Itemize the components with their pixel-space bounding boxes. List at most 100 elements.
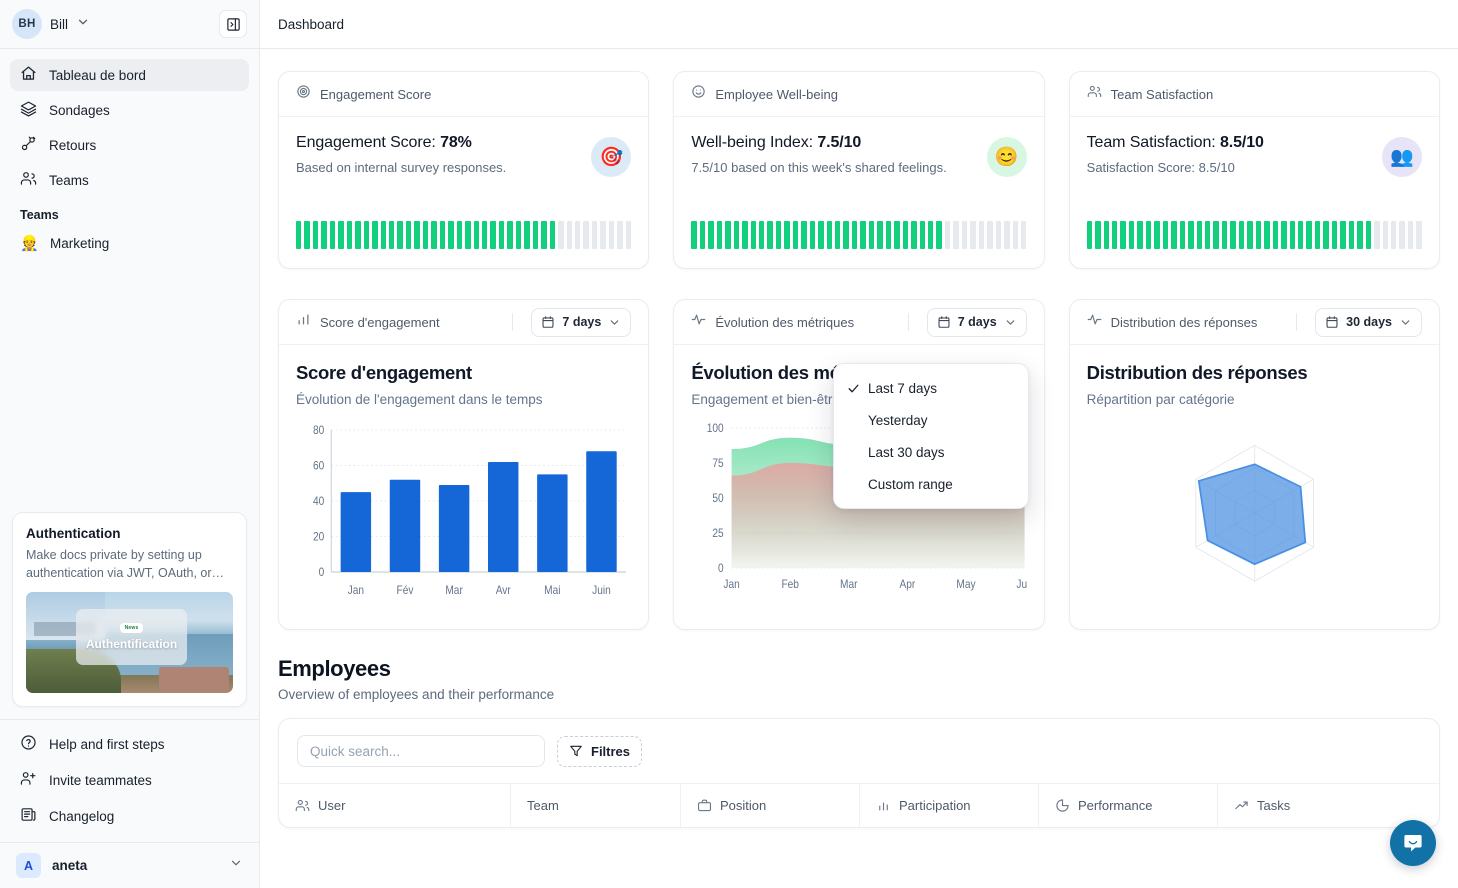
- table-header-team[interactable]: Team: [511, 784, 681, 827]
- sidebar-item-label: Retours: [49, 137, 97, 153]
- card-body: Well-being Index: 7.5/10 7.5/10 based on…: [674, 117, 1043, 268]
- table-header-tasks[interactable]: Tasks: [1218, 784, 1439, 827]
- progress-bar-segment: [1331, 221, 1338, 249]
- progress-bars: [1086, 221, 1422, 249]
- progress-bar-segment: [1374, 221, 1380, 249]
- progress-bar-segment: [961, 221, 968, 249]
- dropdown-item-label: Last 30 days: [868, 444, 945, 460]
- sidebar-item-label: Changelog: [49, 808, 115, 824]
- sidebar-item-help[interactable]: Help and first steps: [10, 728, 249, 760]
- dropdown-item-last-30-days[interactable]: Last 30 days: [834, 436, 1028, 468]
- sidebar-workspace-header[interactable]: BH Bill: [0, 0, 259, 49]
- dropdown-item-custom-range[interactable]: Custom range: [834, 468, 1028, 500]
- y-axis-tick: 40: [313, 495, 324, 508]
- radar-chart: [1087, 420, 1422, 610]
- filters-button[interactable]: Filtres: [557, 735, 643, 767]
- sidebar-nav: Tableau de bord Sondages Retours Teams: [0, 49, 259, 259]
- progress-bar-segment: [1188, 221, 1194, 249]
- y-axis-tick: 25: [713, 527, 724, 540]
- search-input[interactable]: [297, 735, 545, 767]
- table-header-performance[interactable]: Performance: [1039, 784, 1218, 827]
- sidebar-item-retours[interactable]: Retours: [10, 129, 249, 161]
- progress-bar-segment: [617, 221, 623, 249]
- panel-collapse-icon: [226, 17, 240, 31]
- progress-bar-segment: [1306, 221, 1312, 249]
- topbar: Dashboard: [260, 0, 1458, 49]
- y-axis-tick: 50: [713, 492, 724, 505]
- y-axis-tick: 0: [319, 566, 325, 579]
- card-header: Employee Well-being: [674, 72, 1044, 117]
- progress-bar-segment: [818, 221, 824, 249]
- chart-title: Distribution des réponses: [1086, 362, 1308, 383]
- progress-bar-segment: [625, 221, 632, 249]
- promo-title: Authentication: [26, 525, 121, 541]
- progress-bar-segment: [1348, 221, 1355, 249]
- bar-chart-svg: 0 20 40 60 80 Jan Fév Mar Avr Mai Juin: [313, 424, 627, 597]
- progress-bar-segment: [1103, 221, 1110, 249]
- progress-bar-segment: [1171, 221, 1177, 249]
- chart-card-score-engagement: Score d'engagement 7 days Score d'engage…: [278, 299, 650, 630]
- promo-image-overlay: News Authentification: [75, 609, 188, 665]
- progress-bar-segment: [1137, 221, 1143, 249]
- sidebar-item-tableau-de-bord[interactable]: Tableau de bord: [10, 59, 249, 91]
- panel-collapse-button[interactable]: [219, 10, 247, 38]
- card-body: Engagement Score: 78% Based on internal …: [279, 117, 648, 268]
- progress-bar-segment: [1112, 221, 1118, 249]
- sidebar-item-sondages[interactable]: Sondages: [10, 94, 249, 126]
- feedback-icon: [20, 135, 37, 155]
- kpi-text: Engagement Score: 78% Based on internal …: [296, 134, 591, 175]
- dropdown-item-yesterday[interactable]: Yesterday: [834, 404, 1028, 436]
- calendar-icon: [542, 316, 554, 328]
- date-range-button[interactable]: 7 days: [531, 307, 632, 337]
- progress-bar-segment: [355, 221, 361, 249]
- x-axis-tick: Jan: [348, 584, 364, 597]
- intercom-chat-launcher[interactable]: [1390, 820, 1436, 866]
- promo-card[interactable]: Authentication Make docs private by sett…: [12, 511, 247, 707]
- calendar-icon: [938, 316, 950, 328]
- progress-bar-segment: [809, 221, 816, 249]
- bar-chart-icon: [879, 802, 888, 811]
- kpi-subtitle: 7.5/10 based on this week's shared feeli…: [691, 160, 947, 175]
- progress-bars: [296, 221, 632, 249]
- progress-bar-segment: [716, 221, 723, 249]
- progress-bar-segment: [1340, 221, 1346, 249]
- progress-bar-segment: [1297, 221, 1304, 249]
- sidebar-spacer: [0, 259, 259, 512]
- table-header-user[interactable]: User: [279, 784, 511, 827]
- y-axis-tick: 0: [718, 562, 724, 575]
- date-range-dropdown-menu[interactable]: Last 7 days Yesterday Last 30 days Custo…: [833, 363, 1029, 509]
- sidebar-team-marketing[interactable]: 👷 Marketing: [10, 227, 249, 259]
- pie-chart-icon: [1056, 799, 1069, 812]
- kpi-title-value: 7.5/10: [817, 134, 862, 151]
- kpi-title: Engagement Score: 78%: [296, 134, 591, 152]
- progress-bar-segment: [1120, 221, 1126, 249]
- sidebar-user-row[interactable]: A aneta: [0, 842, 259, 888]
- progress-bar-segment: [541, 221, 547, 249]
- chevron-down-icon[interactable]: [229, 856, 243, 875]
- progress-bar-segment: [1004, 221, 1010, 249]
- sidebar-item-label: Sondages: [49, 102, 110, 118]
- dropdown-item-last-7-days[interactable]: Last 7 days: [834, 372, 1028, 404]
- date-range-button[interactable]: 7 days: [926, 307, 1027, 337]
- user-plus-icon: [20, 770, 37, 790]
- table-header-participation[interactable]: Participation: [860, 784, 1039, 827]
- sidebar-item-teams[interactable]: Teams: [10, 164, 249, 196]
- card-header: Score d'engagement 7 days: [279, 300, 649, 345]
- workspace-name: Bill: [50, 16, 69, 32]
- sidebar-section-label: Teams: [20, 208, 59, 222]
- table-header-position[interactable]: Position: [681, 784, 860, 827]
- sidebar-item-changelog[interactable]: Changelog: [10, 800, 249, 832]
- date-range-button[interactable]: 30 days: [1315, 307, 1422, 337]
- sidebar: BH Bill Tableau de bord: [0, 0, 260, 888]
- progress-bar-segment: [321, 221, 327, 249]
- progress-bar-segment: [448, 221, 454, 249]
- page-title: Dashboard: [278, 16, 345, 32]
- sidebar-item-invite-teammates[interactable]: Invite teammates: [10, 764, 249, 796]
- progress-bar-segment: [1382, 221, 1388, 249]
- table-header-label: Team: [527, 798, 559, 813]
- progress-bar-segment: [608, 221, 615, 249]
- dropdown-item-label: Last 7 days: [868, 380, 938, 396]
- progress-bar-segment: [583, 221, 589, 249]
- progress-bar-segment: [826, 221, 833, 249]
